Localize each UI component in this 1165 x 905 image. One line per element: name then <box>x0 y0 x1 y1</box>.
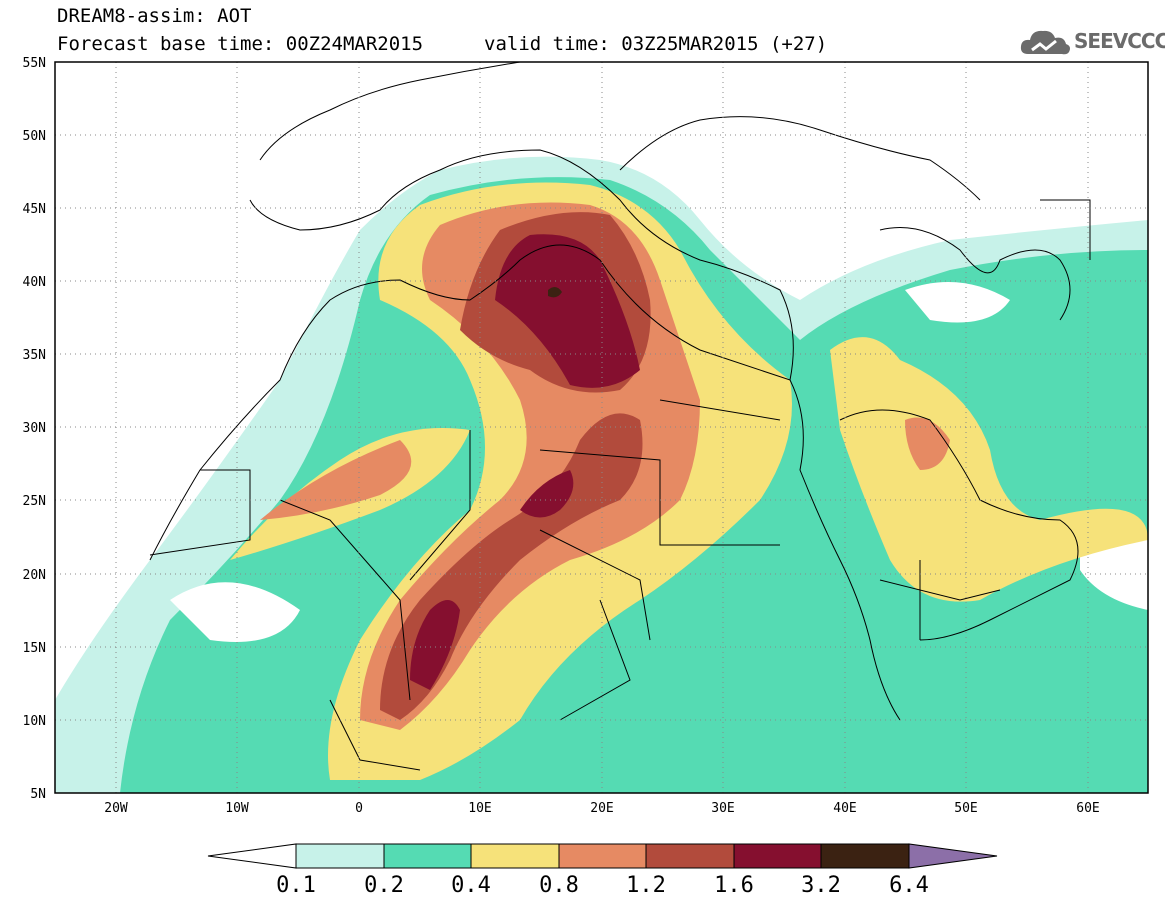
colorbar-label: 1.2 <box>626 873 666 898</box>
lat-label: 40N <box>23 275 46 290</box>
colorbar-swatch <box>383 843 472 869</box>
map-title: DREAM8-assim: AOT <box>57 5 252 27</box>
logo-text: SEEVCCC <box>1074 29 1165 53</box>
valid-time: valid time: 03Z25MAR2015 (+27) <box>484 33 828 55</box>
lon-label: 60E <box>1076 801 1099 816</box>
cloud-logo-icon <box>1020 30 1070 55</box>
lon-label: 40E <box>833 801 856 816</box>
lon-label: 0 <box>355 801 363 816</box>
map-frame <box>54 61 1149 794</box>
aot-band-1-6-mid <box>520 470 574 518</box>
lat-label: 45N <box>23 202 46 217</box>
colorbar-labels: 0.1 0.2 0.4 0.8 1.2 1.6 3.2 6.4 <box>276 873 929 898</box>
lat-axis: 55N 50N 45N 40N 35N 30N 25N 20N 15N 10N … <box>23 56 46 802</box>
aot-band-0-8-west <box>260 440 412 520</box>
seevccc-logo: SEEVCCC <box>1018 24 1165 60</box>
colorbar-over <box>908 843 998 869</box>
colorbar-swatch <box>820 843 910 869</box>
lat-label: 50N <box>23 129 46 144</box>
lat-label: 30N <box>23 421 46 436</box>
lat-label: 20N <box>23 568 46 583</box>
colorbar <box>207 843 998 869</box>
lon-label: 10W <box>225 801 249 816</box>
lat-label: 55N <box>23 56 46 71</box>
clear-patch <box>905 282 1010 323</box>
colorbar-label: 6.4 <box>889 873 929 898</box>
lon-label: 20E <box>590 801 613 816</box>
colorbar-label: 0.4 <box>451 873 491 898</box>
colorbar-under <box>207 843 297 869</box>
lat-label: 5N <box>30 787 46 802</box>
clear-patch <box>170 582 300 642</box>
lon-axis: 20W 10W 0 10E 20E 30E 40E 50E 60E <box>104 801 1099 816</box>
aot-band-1-6-south <box>410 600 460 690</box>
lon-label: 20W <box>104 801 128 816</box>
coastlines <box>149 62 1091 771</box>
colorbar-label: 0.2 <box>364 873 404 898</box>
aot-field <box>55 156 1148 793</box>
aot-band-3-2 <box>548 286 562 298</box>
colorbar-label: 1.6 <box>714 873 754 898</box>
colorbar-label: 0.1 <box>276 873 316 898</box>
lat-label: 15N <box>23 641 46 656</box>
lon-label: 50E <box>954 801 977 816</box>
lat-label: 35N <box>23 348 46 363</box>
lon-label: 30E <box>711 801 734 816</box>
lon-label: 10E <box>468 801 491 816</box>
colorbar-label: 0.8 <box>539 873 579 898</box>
graticule <box>55 62 1148 793</box>
colorbar-label: 3.2 <box>801 873 841 898</box>
aot-band-1-6-north <box>495 234 640 388</box>
colorbar-swatch <box>470 843 560 869</box>
lat-label: 10N <box>23 714 46 729</box>
aot-band-0-4-arabia <box>830 337 1148 602</box>
lat-label: 25N <box>23 494 46 509</box>
colorbar-swatch <box>295 843 385 869</box>
aot-band-0-8-arabia <box>905 417 950 470</box>
colorbar-swatch <box>558 843 647 869</box>
colorbar-swatch <box>645 843 735 869</box>
forecast-base-time: Forecast base time: 00Z24MAR2015 <box>57 33 424 55</box>
colorbar-swatch <box>733 843 822 869</box>
